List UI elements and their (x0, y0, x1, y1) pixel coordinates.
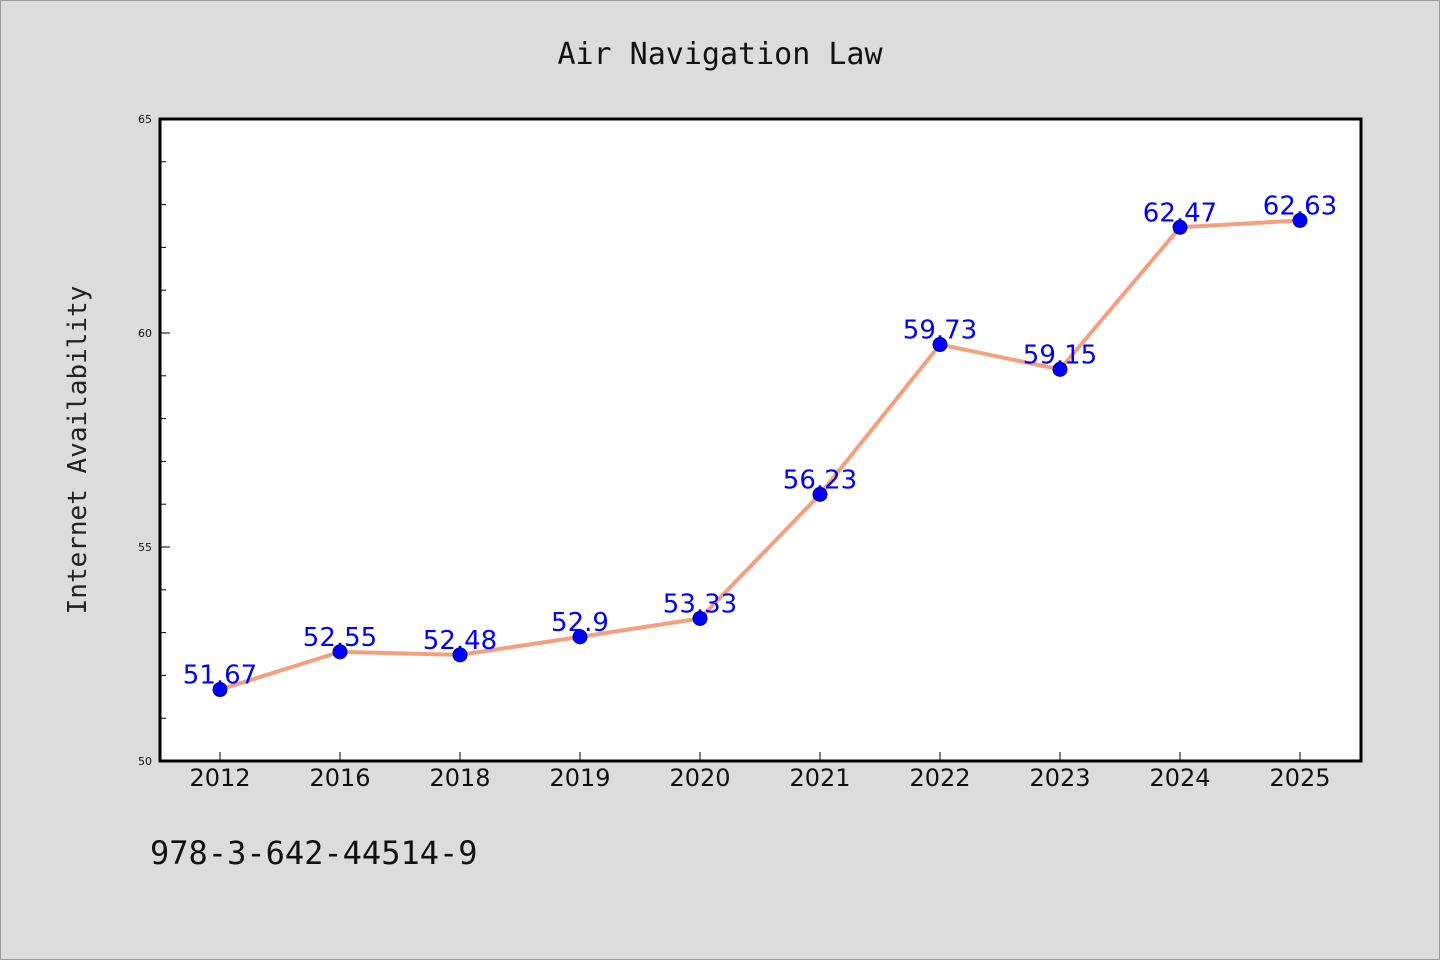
data-point (572, 629, 588, 645)
data-label: 52.9 (551, 608, 609, 638)
data-point (332, 644, 348, 660)
y-tick-label: 65 (138, 113, 152, 126)
data-point (932, 337, 948, 353)
data-label: 62.63 (1263, 191, 1337, 221)
x-tick-label: 2020 (669, 764, 730, 792)
x-tick-label: 2024 (1149, 764, 1210, 792)
data-label: 59.15 (1023, 340, 1097, 370)
data-point (1052, 361, 1068, 377)
x-axis-ticks: 2012 2016 2018 2019 2020 2021 2022 2023 2024 2025 (189, 752, 1331, 792)
series-line (218, 218, 1302, 692)
data-point (812, 486, 828, 502)
data-point (212, 682, 228, 698)
chart-title: Air Navigation Law (557, 37, 883, 72)
x-tick-label: 2021 (789, 764, 850, 792)
data-label: 53.33 (663, 589, 737, 619)
x-tick-label: 2022 (909, 764, 970, 792)
x-tick-label: 2025 (1269, 764, 1330, 792)
y-axis-label: Internet Availability (63, 286, 93, 615)
y-tick-label: 55 (138, 541, 152, 554)
data-label: 56.23 (783, 465, 857, 495)
data-label: 62.47 (1143, 198, 1217, 228)
data-label: 59.73 (903, 316, 977, 346)
data-label: 51.67 (183, 661, 257, 691)
x-tick-label: 2023 (1029, 764, 1090, 792)
x-tick-label: 2019 (549, 764, 610, 792)
data-point (692, 610, 708, 626)
data-point (1172, 219, 1188, 235)
y-axis-ticks: 50 55 60 65 (138, 113, 170, 768)
isbn-text: 978-3-642-44514-9 (150, 834, 478, 872)
x-tick-label: 2016 (309, 764, 370, 792)
data-labels: 51.67 52.55 52.48 52.9 53.33 56.23 59.73 59.15 6… (183, 191, 1337, 690)
data-point (1292, 212, 1308, 228)
data-point (452, 647, 468, 663)
x-tick-label: 2012 (189, 764, 250, 792)
y-tick-label: 60 (138, 327, 152, 340)
data-label: 52.55 (303, 623, 377, 653)
y-tick-label: 50 (138, 755, 152, 768)
data-label: 52.48 (423, 626, 497, 656)
x-tick-label: 2018 (429, 764, 490, 792)
series-layer (212, 212, 1308, 698)
